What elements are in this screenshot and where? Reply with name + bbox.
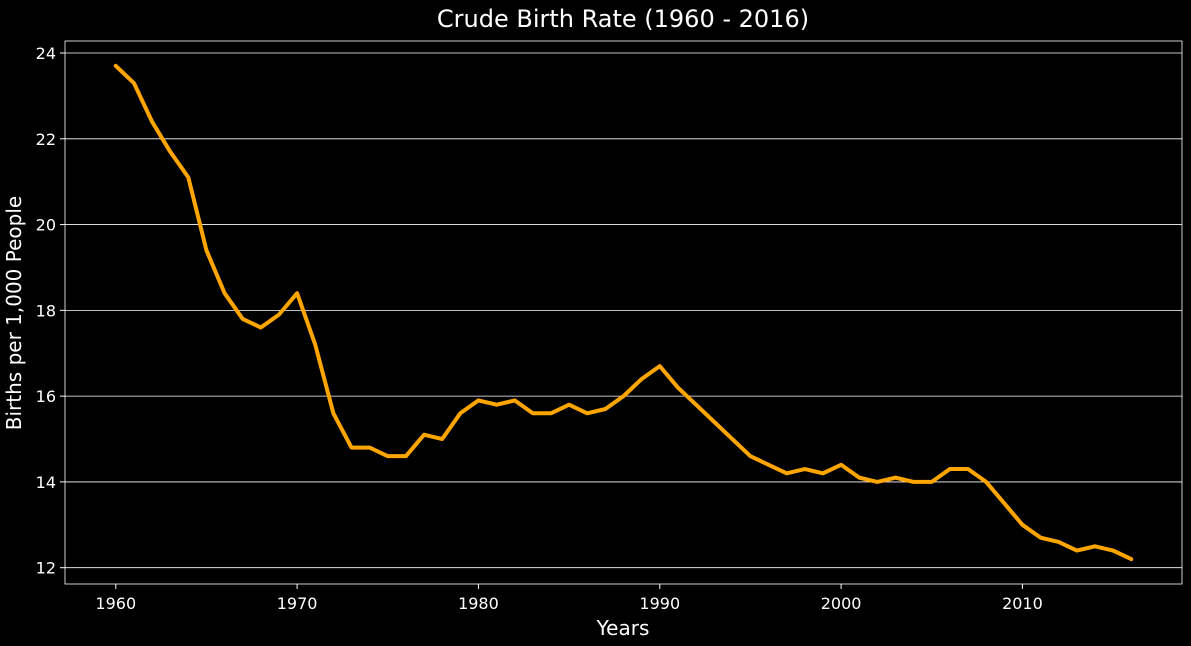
y-tick-label: 22 — [36, 130, 56, 149]
x-tick-label: 1980 — [458, 594, 499, 613]
birth-rate-series-line — [113, 63, 1134, 562]
x-axis-label: Years — [596, 616, 650, 640]
y-tick-label: 16 — [36, 387, 56, 406]
tick-layer: 12 14 16 18 20 22 24 1960 1970 1980 1990 2000 2010 — [36, 44, 1043, 613]
chart-title: Crude Birth Rate (1960 - 2016) — [437, 5, 809, 33]
y-tick-label: 24 — [36, 44, 56, 63]
x-tick-label: 1970 — [277, 594, 318, 613]
y-tick-label: 18 — [36, 301, 56, 320]
series-layer — [113, 63, 1134, 562]
y-tick-label: 12 — [36, 559, 56, 578]
x-tick-label: 1960 — [95, 594, 136, 613]
x-tick-label: 2010 — [1002, 594, 1043, 613]
x-tick-label: 1990 — [639, 594, 680, 613]
x-tick-label: 2000 — [821, 594, 862, 613]
y-tick-label: 20 — [36, 216, 56, 235]
y-tick-label: 14 — [36, 473, 56, 492]
y-axis-label: Births per 1,000 People — [2, 196, 26, 430]
plot-frame — [64, 40, 1183, 585]
